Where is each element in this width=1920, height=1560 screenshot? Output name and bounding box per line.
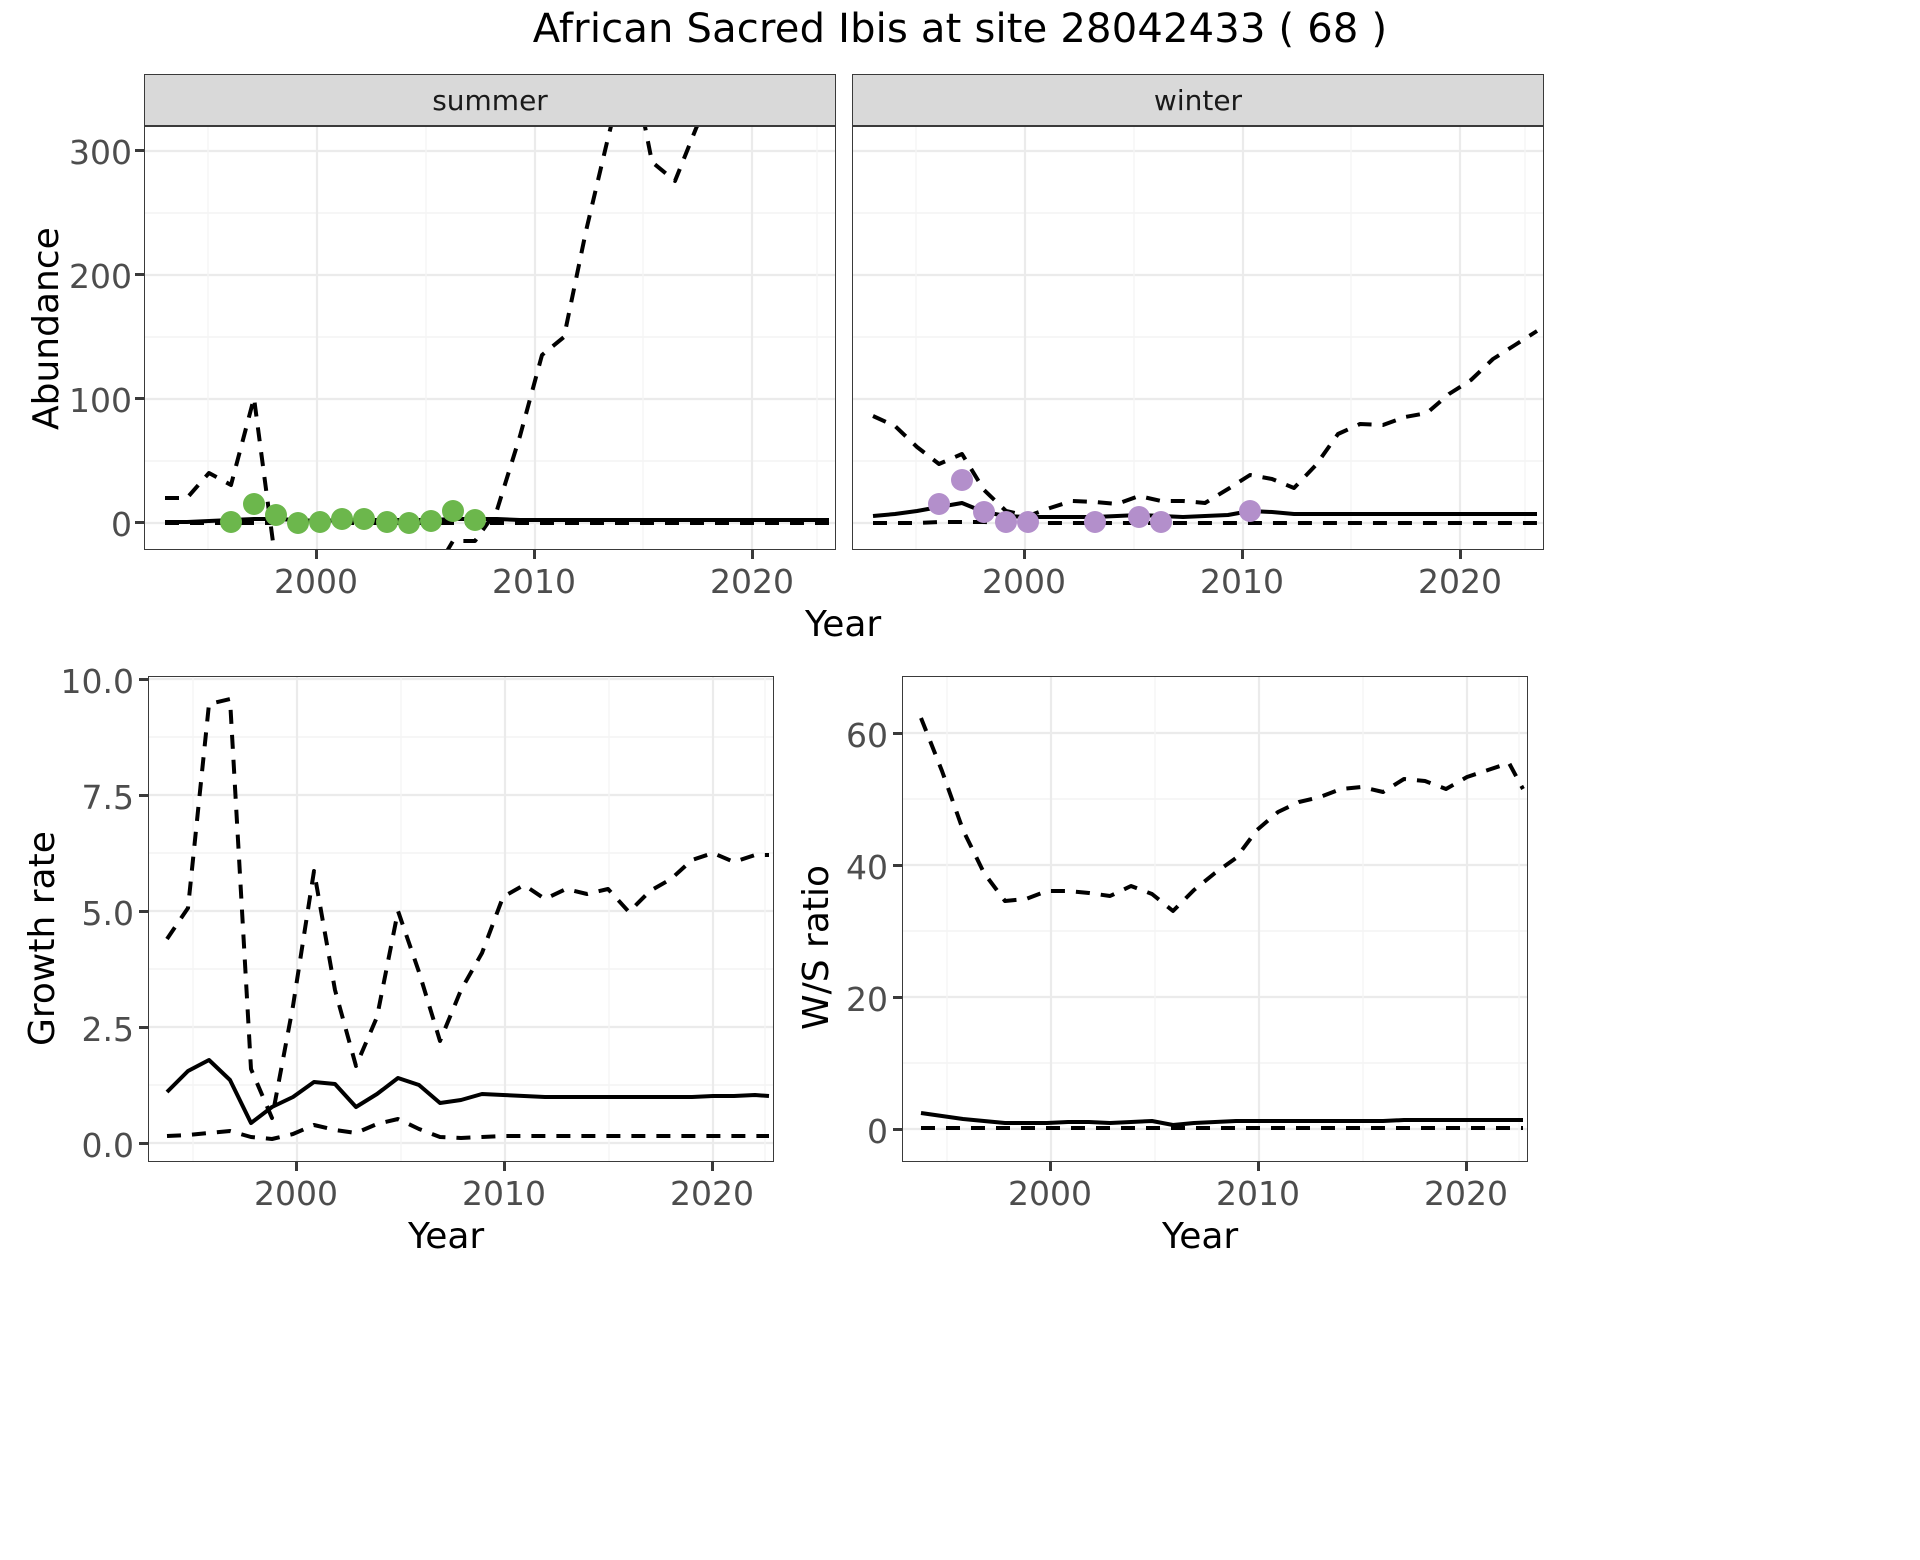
ytick-mark-growth-10 [139, 678, 148, 681]
winter-upper-band [872, 329, 1539, 518]
ratio-mean-line [920, 1111, 1523, 1127]
summer-upper-band [165, 127, 700, 549]
xtick-mark-ratio-2010 [1257, 1162, 1260, 1171]
ytick-abundance-0: 0 [111, 505, 132, 544]
panel-ws-ratio [902, 676, 1528, 1162]
xtick-mark-growth-2000 [295, 1162, 298, 1171]
xtick-summer-2000: 2000 [274, 562, 358, 601]
xtick-mark-summer-2020 [751, 550, 754, 559]
ytick-abundance-300: 300 [69, 133, 132, 172]
panel-growth-rate [148, 676, 774, 1162]
gridlines-ratio [903, 677, 1527, 1161]
panel-abundance-summer [144, 126, 836, 550]
xtick-mark-winter-2010 [1241, 550, 1244, 559]
panel-abundance-winter [852, 126, 1544, 550]
xtick-winter-2010: 2010 [1200, 562, 1284, 601]
ws-ratio-svg [903, 677, 1527, 1161]
winter-observed-points [928, 469, 1261, 533]
ytick-growth-0: 0.0 [81, 1126, 134, 1165]
facet-label-winter: winter [1153, 83, 1243, 117]
summer-observed-points [220, 493, 486, 534]
xtick-mark-winter-2000 [1023, 550, 1026, 559]
xtick-ratio-2010: 2010 [1216, 1174, 1300, 1213]
ytick-ratio-0: 0 [867, 1112, 888, 1151]
ytick-mark-abundance-0 [135, 521, 144, 524]
xtick-summer-2020: 2020 [710, 562, 794, 601]
xtick-mark-summer-2010 [533, 550, 536, 559]
gridlines-summer [145, 127, 835, 549]
xtick-growth-2020: 2020 [670, 1174, 754, 1213]
growth-mean-line [165, 1058, 770, 1125]
facet-strip-summer: summer [144, 74, 836, 126]
xtick-mark-winter-2020 [1459, 550, 1462, 559]
growth-lower-band [166, 1117, 769, 1141]
ytick-growth-7-5: 7.5 [81, 778, 134, 817]
xtick-mark-growth-2010 [503, 1162, 506, 1171]
ytick-growth-2-5: 2.5 [81, 1010, 134, 1049]
ytick-mark-ratio-20 [893, 996, 902, 999]
ytick-mark-growth-0 [139, 1142, 148, 1145]
ytick-mark-abundance-200 [135, 273, 144, 276]
winter-mean-line [872, 501, 1537, 519]
xtick-growth-2000: 2000 [254, 1174, 338, 1213]
xtick-ratio-2020: 2020 [1424, 1174, 1508, 1213]
ratio-upper-band [919, 717, 1525, 913]
ytick-mark-abundance-300 [135, 149, 144, 152]
xtick-mark-growth-2020 [711, 1162, 714, 1171]
growth-rate-svg [149, 677, 773, 1161]
xtick-mark-ratio-2020 [1465, 1162, 1468, 1171]
xtick-winter-2000: 2000 [982, 562, 1066, 601]
ytick-growth-10: 10.0 [60, 662, 134, 701]
ytick-mark-growth-5 [139, 910, 148, 913]
ytick-mark-growth-2-5 [139, 1026, 148, 1029]
ytick-mark-ratio-40 [893, 864, 902, 867]
xtick-winter-2020: 2020 [1418, 562, 1502, 601]
ytick-abundance-100: 100 [69, 381, 132, 420]
gridlines-growth [149, 677, 773, 1161]
ytick-mark-ratio-60 [893, 732, 902, 735]
ytick-growth-5: 5.0 [81, 894, 134, 933]
xtick-growth-2010: 2010 [462, 1174, 546, 1213]
axis-title-ws-ratio: W/S ratio [796, 864, 837, 1030]
facet-strip-winter: winter [852, 74, 1544, 126]
facet-label-summer: summer [432, 83, 548, 117]
ytick-mark-abundance-100 [135, 397, 144, 400]
abundance-summer-svg [145, 127, 835, 549]
axis-title-year-growth: Year [408, 1216, 485, 1257]
axis-title-abundance: Abundance [26, 227, 67, 430]
xtick-mark-ratio-2000 [1049, 1162, 1052, 1171]
ytick-abundance-200: 200 [69, 257, 132, 296]
page-title: African Sacred Ibis at site 28042433 ( 6… [532, 6, 1388, 52]
axis-title-year-top: Year [805, 604, 882, 645]
axis-title-growth-rate: Growth rate [22, 831, 63, 1046]
xtick-mark-summer-2000 [315, 550, 318, 559]
growth-upper-band [165, 697, 769, 1120]
xtick-ratio-2000: 2000 [1008, 1174, 1092, 1213]
ytick-ratio-20: 20 [846, 980, 888, 1019]
axis-title-year-ratio: Year [1162, 1216, 1239, 1257]
xtick-summer-2010: 2010 [492, 562, 576, 601]
ytick-ratio-60: 60 [846, 716, 888, 755]
abundance-winter-svg [853, 127, 1543, 549]
ytick-ratio-40: 40 [846, 848, 888, 887]
ytick-mark-ratio-0 [893, 1128, 902, 1131]
ytick-mark-growth-7-5 [139, 794, 148, 797]
